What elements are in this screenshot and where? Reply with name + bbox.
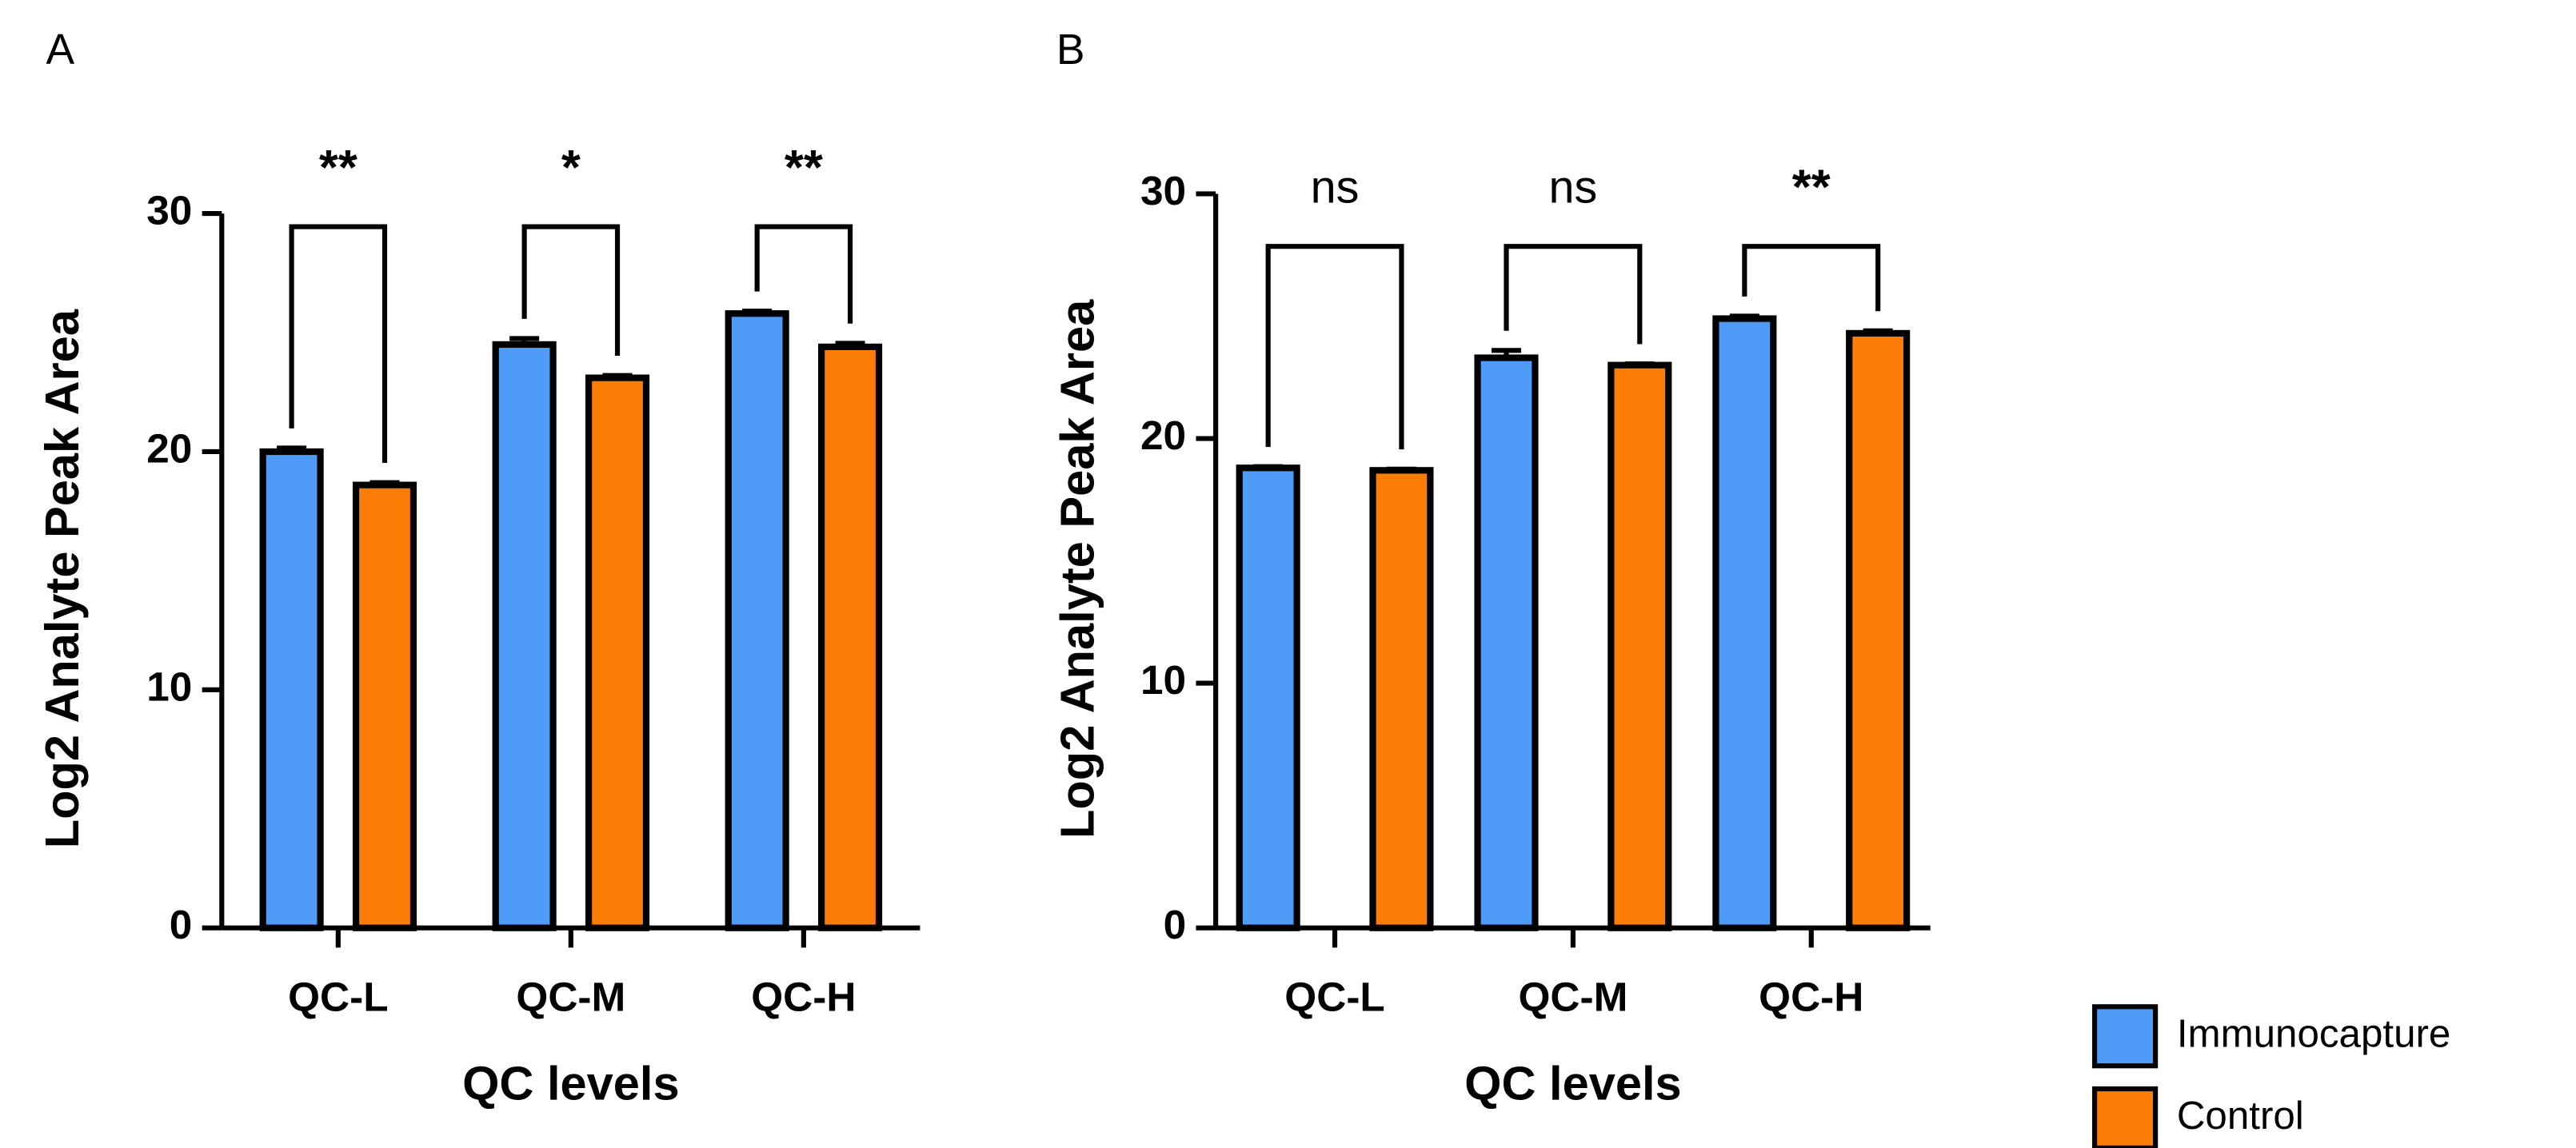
- significance-bracket: [1265, 244, 1404, 450]
- y-tick-label: 20: [1140, 413, 1186, 458]
- error-bar: [835, 341, 865, 347]
- x-tick-label: QC-L: [1284, 975, 1384, 1020]
- significance-bracket: [521, 224, 621, 356]
- legend-swatch: [2092, 1004, 2159, 1069]
- legend-label: Control: [2177, 1094, 2304, 1138]
- y-tick-label: 20: [146, 426, 192, 472]
- y-axis-title: Log2 Analyte Peak Area: [1050, 299, 1104, 839]
- x-tick-label: QC-M: [516, 975, 625, 1020]
- error-bar: [1253, 464, 1284, 469]
- y-axis-title: Log2 Analyte Peak Area: [35, 309, 89, 848]
- error-bar: [509, 336, 540, 345]
- x-axis-title: QC levels: [1464, 1057, 1682, 1110]
- significance-bracket: [1742, 244, 1881, 312]
- x-tick-label: QC-H: [1759, 975, 1863, 1020]
- significance-bracket: [1504, 244, 1643, 345]
- bar: [725, 310, 789, 931]
- y-tick-label: 0: [170, 902, 193, 947]
- panel-label: A: [46, 26, 75, 74]
- x-axis-title: QC levels: [462, 1057, 679, 1110]
- bar: [585, 374, 650, 931]
- bar: [352, 481, 417, 931]
- significance-label: **: [319, 140, 357, 195]
- significance-bracket: [289, 224, 388, 464]
- bar: [817, 343, 883, 931]
- bar: [1236, 464, 1300, 931]
- x-tick-label: QC-M: [1518, 975, 1627, 1020]
- significance-label: ns: [1549, 162, 1598, 213]
- y-tick-label: 10: [1140, 657, 1186, 703]
- error-bar: [369, 480, 400, 485]
- y-tick-label: 30: [1140, 168, 1186, 213]
- x-tick-label: QC-H: [751, 975, 856, 1020]
- panel-label: B: [1056, 26, 1085, 74]
- bar: [1846, 329, 1911, 931]
- significance-bracket: [754, 224, 853, 324]
- y-tick-label: 0: [1164, 902, 1187, 947]
- y-tick-label: 10: [146, 664, 192, 709]
- error-bar: [1492, 348, 1521, 358]
- error-bar: [1863, 328, 1893, 333]
- error-bar: [602, 373, 633, 378]
- significance-label: ns: [1311, 162, 1360, 213]
- bar: [1712, 315, 1777, 931]
- error-bar: [1729, 313, 1759, 319]
- error-bar: [1624, 361, 1655, 367]
- bar: [1608, 361, 1672, 931]
- bar: [492, 341, 557, 931]
- legend-label: Immunocapture: [2177, 1011, 2451, 1055]
- x-tick-label: QC-L: [288, 975, 388, 1020]
- error-bar: [277, 445, 307, 452]
- y-tick-label: 30: [146, 188, 192, 233]
- bar: [1369, 467, 1434, 931]
- significance-label: *: [561, 140, 581, 195]
- legend-swatch: [2092, 1086, 2159, 1148]
- bar: [259, 448, 324, 931]
- bar: [1474, 354, 1539, 931]
- significance-label: **: [785, 140, 823, 195]
- error-bar: [1386, 466, 1416, 472]
- significance-label: **: [1792, 160, 1831, 215]
- error-bar: [742, 309, 773, 314]
